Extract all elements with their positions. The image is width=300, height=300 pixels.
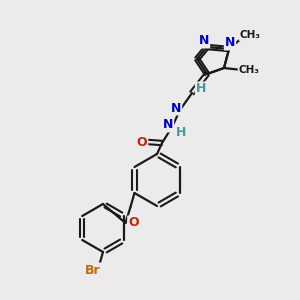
Text: N: N xyxy=(171,101,181,115)
Text: CH₃: CH₃ xyxy=(238,65,260,75)
Text: O: O xyxy=(137,136,147,148)
Text: H: H xyxy=(176,125,186,139)
Text: N: N xyxy=(163,118,173,131)
Text: CH₃: CH₃ xyxy=(239,30,260,40)
Text: N: N xyxy=(225,37,235,50)
Text: O: O xyxy=(128,217,139,230)
Text: H: H xyxy=(196,82,206,95)
Text: N: N xyxy=(199,34,209,47)
Text: Br: Br xyxy=(85,263,101,277)
